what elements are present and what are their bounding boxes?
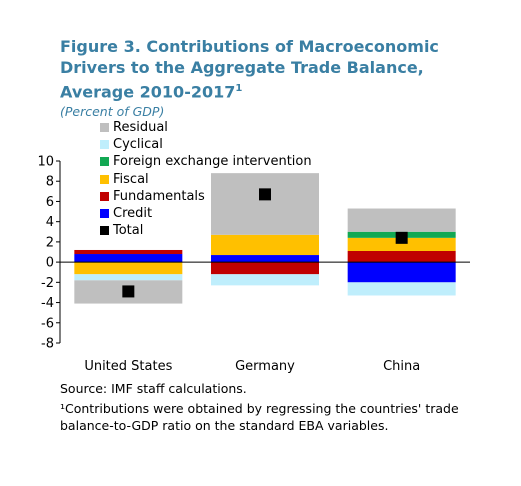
legend-label: Credit	[113, 205, 153, 221]
bar-fundamentals-united-states	[74, 249, 183, 255]
legend-swatch	[100, 123, 109, 132]
y-tick-label: 2	[46, 235, 54, 250]
legend-label: Cyclical	[113, 137, 163, 153]
y-tick-label: 10	[37, 155, 54, 170]
legend-swatch	[100, 208, 109, 218]
legend-swatch	[100, 140, 109, 150]
bar-fiscal-china	[347, 237, 456, 251]
x-category-label: China	[383, 359, 420, 374]
legend-label: Foreign exchange intervention	[113, 154, 312, 170]
y-tick-label: 0	[46, 256, 54, 271]
bar-fundamentals-germany	[211, 262, 319, 275]
legend-swatch	[100, 191, 109, 201]
y-tick-label: -2	[41, 276, 54, 291]
title-footnote-marker: 1	[235, 83, 243, 94]
y-tick-label: -6	[41, 316, 54, 331]
chart-subtitle: (Percent of GDP)	[60, 104, 165, 119]
bar-fundamentals-china	[347, 250, 456, 263]
bar-cyclical-china	[347, 282, 456, 296]
bar-residual-germany	[211, 173, 319, 235]
legend-swatch	[100, 174, 109, 184]
bar-fiscal-united-states	[74, 262, 183, 275]
bar-credit-germany	[211, 255, 319, 263]
legend-label: Fiscal	[113, 171, 149, 187]
legend-label: Residual	[113, 120, 168, 135]
chart-title-text: Figure 3. Contributions of Macroeconomic…	[60, 37, 439, 102]
x-category-label: Germany	[235, 359, 295, 374]
total-marker-germany	[259, 188, 271, 201]
total-marker-united-states	[122, 285, 135, 298]
source-note: Source: IMF staff calculations.	[60, 381, 247, 396]
legend-label: Total	[113, 223, 144, 239]
legend-swatch	[100, 157, 109, 167]
legend-swatch	[100, 226, 109, 236]
x-category-label: United States	[84, 359, 172, 374]
legend-label: Fundamentals	[113, 188, 205, 204]
bar-credit-united-states	[74, 254, 183, 263]
y-tick-label: 4	[46, 215, 54, 230]
bar-residual-china	[347, 208, 456, 232]
y-tick-label: -8	[41, 337, 54, 352]
bar-credit-china	[347, 262, 456, 283]
y-tick-label: -4	[41, 296, 54, 311]
bar-fiscal-germany	[211, 234, 319, 256]
total-marker-china	[395, 231, 408, 244]
y-tick-label: 8	[46, 175, 54, 190]
chart-title: Figure 3. Contributions of Macroeconomic…	[60, 36, 480, 102]
y-tick-label: 6	[46, 195, 54, 210]
footnote: ¹Contributions were obtained by regressi…	[60, 401, 459, 433]
bar-cyclical-united-states	[74, 274, 183, 281]
bar-cyclical-germany	[211, 274, 319, 286]
